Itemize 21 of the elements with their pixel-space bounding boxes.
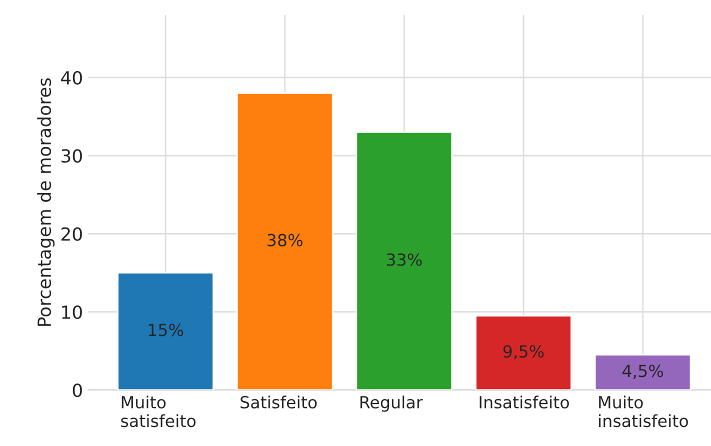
x-tick-label: Muito insatisfeito (599, 396, 688, 428)
data-label: 15% (148, 324, 184, 336)
y-tick-label: 10 (62, 305, 82, 319)
y-tick-label: 40 (61, 70, 82, 85)
data-label: 4,5% (622, 364, 664, 379)
data-label: 38% (268, 234, 302, 246)
y-tick-label: 30 (62, 149, 82, 163)
x-tick-label: Insatisfeito (480, 396, 569, 409)
bar (594, 354, 692, 390)
x-tick-label: Regular (360, 396, 423, 412)
bar (475, 315, 572, 390)
x-tick-label: Muito satisfeito (121, 396, 196, 428)
y-tick-label: 20 (61, 227, 82, 241)
y-axis-title: Porcentagem de moradores (37, 78, 55, 326)
bar (236, 92, 334, 390)
x-tick-label: Satisfeito (240, 396, 317, 409)
data-label: 9,5% (503, 345, 544, 360)
y-tick-label: 0 (72, 383, 82, 398)
bar (117, 272, 214, 390)
bar (356, 131, 453, 390)
data-label: 33% (386, 253, 422, 266)
